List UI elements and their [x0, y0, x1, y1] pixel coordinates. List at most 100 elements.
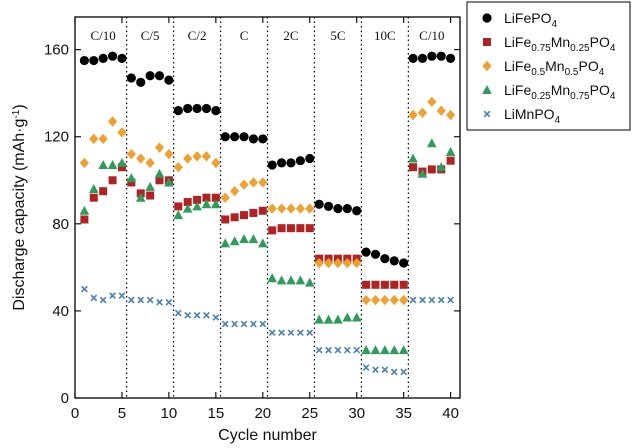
data-point — [408, 153, 418, 163]
legend-label: LiFe0.5Mn0.5PO4 — [504, 58, 605, 78]
data-point — [79, 205, 90, 215]
data-point — [220, 238, 231, 248]
data-point — [334, 346, 342, 354]
data-point — [381, 366, 389, 374]
data-point — [127, 178, 136, 187]
x-tick-label: 10 — [161, 405, 178, 422]
data-point — [165, 298, 173, 306]
x-axis-title: Cycle number — [218, 427, 317, 444]
data-point — [305, 224, 314, 233]
data-point — [333, 257, 343, 269]
x-tick-label: 40 — [442, 405, 459, 422]
data-point — [239, 132, 249, 142]
data-point — [221, 320, 229, 328]
data-point — [276, 203, 287, 214]
data-point — [427, 138, 437, 148]
data-point — [230, 213, 239, 222]
data-point — [173, 106, 183, 116]
data-point — [118, 292, 126, 300]
series-4 — [81, 285, 454, 376]
data-point — [107, 116, 118, 127]
data-point — [436, 51, 446, 61]
data-point — [268, 329, 276, 337]
data-point — [99, 187, 108, 196]
data-point — [370, 294, 381, 306]
data-point — [351, 312, 362, 322]
data-point — [445, 146, 456, 156]
data-point — [183, 153, 193, 164]
series-3 — [79, 138, 456, 355]
data-point — [417, 107, 428, 118]
axis-ticks — [74, 17, 460, 399]
data-point — [117, 127, 127, 138]
tick-labels: 0 5 10 15 20 25 30 35 40 0 40 80 120 160 — [44, 42, 459, 422]
data-point — [231, 320, 238, 328]
data-point — [323, 201, 334, 212]
data-point — [325, 346, 332, 354]
data-point — [98, 53, 108, 63]
data-point — [389, 294, 399, 306]
data-point — [286, 224, 295, 233]
data-point — [108, 176, 117, 185]
data-point — [437, 296, 445, 304]
data-point — [259, 320, 267, 328]
data-point — [314, 314, 324, 324]
data-point — [145, 71, 155, 81]
data-point — [154, 168, 165, 178]
data-point — [154, 142, 165, 153]
data-point — [343, 346, 351, 354]
legend-marker — [483, 38, 491, 46]
data-point — [174, 309, 182, 317]
data-point — [164, 75, 174, 85]
data-point — [446, 156, 455, 165]
data-point — [230, 185, 240, 197]
data-point — [436, 162, 447, 172]
legend-marker — [482, 85, 492, 94]
data-point — [193, 195, 202, 204]
legend-label: LiFe0.25Mn0.75PO4 — [504, 82, 616, 102]
data-point — [427, 165, 436, 174]
data-point — [399, 294, 409, 306]
data-point — [380, 345, 390, 355]
data-point — [258, 177, 268, 188]
data-point — [99, 296, 107, 304]
data-point — [362, 280, 371, 289]
data-point — [221, 215, 230, 224]
data-point — [146, 296, 154, 304]
data-point — [305, 203, 315, 214]
data-point — [353, 346, 361, 354]
data-point — [258, 238, 268, 248]
y-tick-label: 120 — [44, 129, 69, 146]
data-point — [117, 163, 126, 172]
plot-frame — [74, 16, 461, 399]
data-point — [352, 206, 362, 216]
data-point — [88, 183, 99, 193]
data-point — [333, 203, 343, 214]
legend-label: LiFe0.75Mn0.25PO4 — [504, 34, 616, 54]
data-point — [446, 109, 456, 121]
data-point — [268, 226, 277, 235]
data-point — [249, 208, 258, 217]
data-point — [389, 256, 399, 266]
data-point — [146, 191, 155, 200]
data-point — [352, 257, 362, 269]
data-point — [212, 314, 220, 321]
data-point — [306, 329, 314, 337]
x-tick-label: 20 — [254, 405, 271, 422]
data-point — [182, 203, 193, 213]
data-point — [409, 296, 417, 304]
data-point — [447, 296, 454, 304]
data-point — [117, 157, 127, 167]
data-point — [211, 199, 221, 209]
x-tick-label: 30 — [348, 405, 365, 422]
data-point — [389, 345, 400, 355]
legend: LiFePO4 LiFe0.75Mn0.25PO4 LiFe0.5Mn0.5PO4 L… — [466, 1, 631, 131]
data-point — [220, 132, 230, 142]
data-point — [361, 247, 371, 257]
data-point — [428, 296, 436, 304]
y-axis-title-main: Discharge capacity (mAh·g — [11, 119, 28, 311]
data-point — [192, 151, 202, 162]
data-point — [211, 193, 220, 202]
series-2 — [79, 96, 456, 306]
data-point — [156, 298, 163, 306]
